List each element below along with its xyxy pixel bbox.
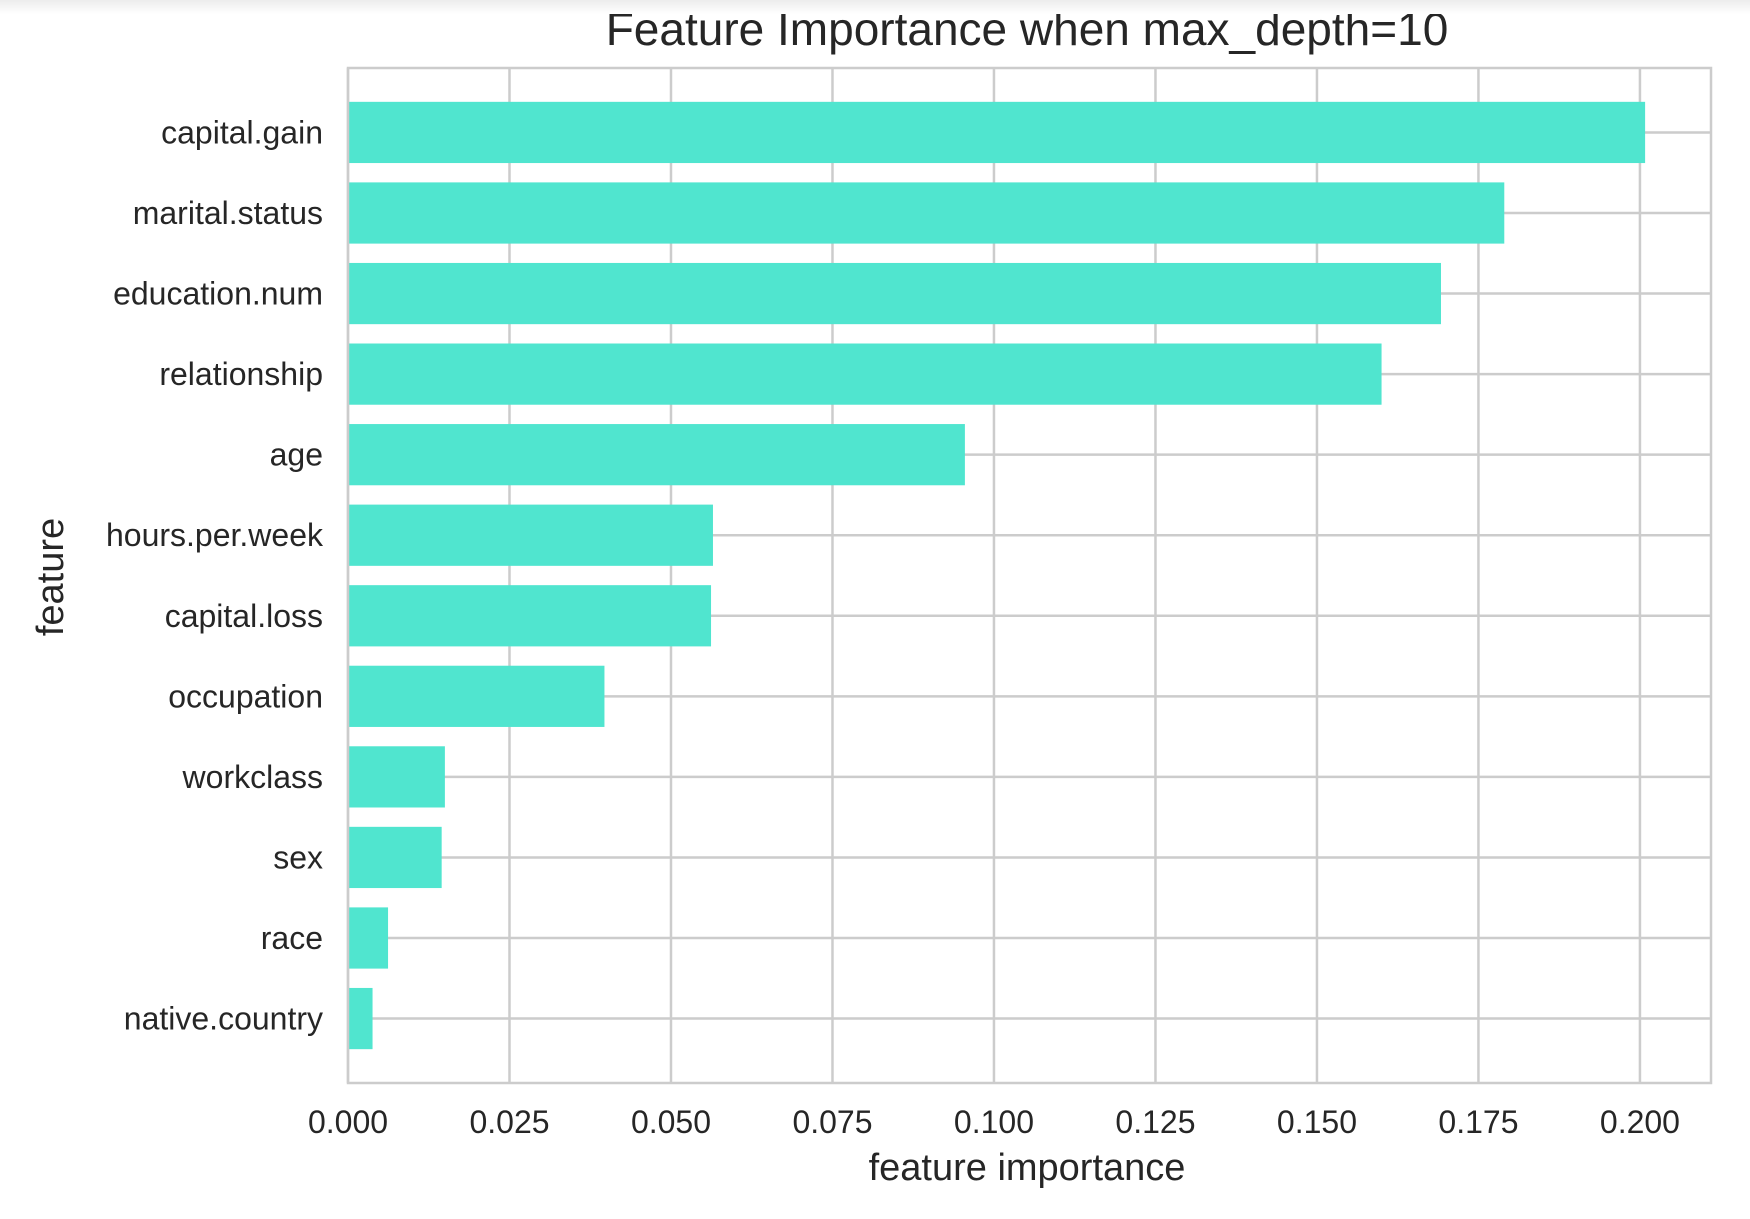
x-axis-label: feature importance xyxy=(869,1147,1186,1189)
bar-layer xyxy=(348,101,1646,1050)
bar-race xyxy=(348,907,389,969)
y-tick-label: relationship xyxy=(159,356,323,392)
bar-education-num xyxy=(348,262,1441,325)
y-tick-label: marital.status xyxy=(133,195,323,231)
top-shadow-strip xyxy=(0,0,1750,14)
bar-hours-per-week xyxy=(348,504,713,566)
x-tick-labels: 0.000 0.025 0.050 0.075 0.100 0.125 0.150 0.175… xyxy=(308,1104,1680,1140)
x-tick-label: 0.100 xyxy=(954,1104,1034,1140)
bar-relationship xyxy=(348,343,1382,405)
bar-capital-loss xyxy=(348,585,712,647)
bar-native-country xyxy=(348,987,373,1050)
y-tick-label: hours.per.week xyxy=(106,517,324,553)
x-tick-label: 0.150 xyxy=(1277,1104,1357,1140)
y-tick-label: age xyxy=(270,437,323,473)
y-axis-label: feature xyxy=(30,518,72,636)
bar-sex xyxy=(348,826,442,889)
y-tick-label: education.num xyxy=(113,276,323,312)
y-tick-label: race xyxy=(261,920,323,956)
x-tick-label: 0.075 xyxy=(792,1104,872,1140)
y-tick-label: native.country xyxy=(124,1001,323,1037)
bar-workclass xyxy=(348,746,445,808)
x-tick-label: 0.000 xyxy=(308,1104,388,1140)
axes-frame xyxy=(346,66,1713,1085)
bar-age xyxy=(348,424,965,486)
x-tick-label: 0.025 xyxy=(469,1104,549,1140)
y-tick-label: capital.loss xyxy=(165,598,323,634)
x-tick-label: 0.125 xyxy=(1115,1104,1195,1140)
x-tick-label: 0.175 xyxy=(1438,1104,1518,1140)
y-tick-label: workclass xyxy=(182,759,323,795)
x-tick-label: 0.200 xyxy=(1600,1104,1680,1140)
bar-capital-gain xyxy=(348,101,1646,164)
y-tick-label: capital.gain xyxy=(161,114,323,150)
axes-spines xyxy=(346,66,1713,1085)
bar-occupation xyxy=(348,665,605,727)
x-tick-label: 0.050 xyxy=(631,1104,711,1140)
y-tick-labels: capital.gain marital.status education.num r… xyxy=(106,114,324,1036)
y-tick-label: sex xyxy=(273,839,323,875)
y-tick-label: occupation xyxy=(168,678,323,714)
bar-marital-status xyxy=(348,182,1505,244)
